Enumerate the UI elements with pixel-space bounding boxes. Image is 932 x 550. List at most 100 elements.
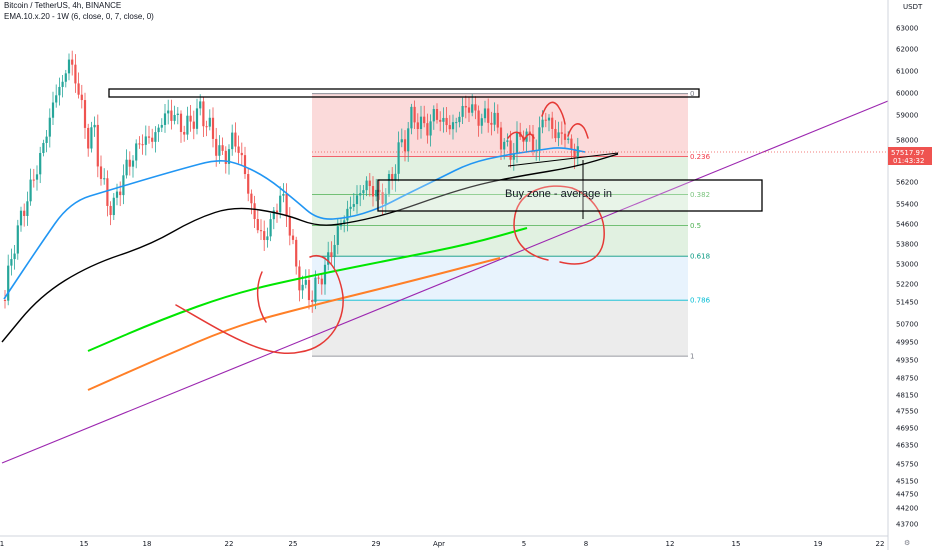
date-tick-label: 29	[372, 540, 381, 548]
candle	[298, 260, 300, 301]
price-tick-label: 62000	[896, 46, 918, 54]
price-tick-label: 59000	[896, 112, 918, 120]
candle	[257, 209, 259, 233]
candle	[273, 207, 275, 229]
candle	[106, 170, 108, 216]
price-axis[interactable]: 6300062000610006000059000580005700056200…	[888, 0, 918, 550]
price-tick-label: 56200	[896, 179, 918, 187]
candle	[81, 85, 83, 109]
price-tick-label: 46950	[896, 425, 918, 433]
candle	[212, 107, 214, 147]
date-tick-label: 5	[522, 540, 526, 548]
candle	[222, 137, 224, 155]
price-tick-label: 44750	[896, 491, 918, 499]
candle	[33, 169, 35, 188]
candle	[10, 249, 12, 276]
candle	[7, 255, 9, 306]
price-tick-label: 58000	[896, 137, 918, 145]
candle	[138, 136, 140, 149]
candle	[308, 269, 310, 309]
price-tick-label: 48150	[896, 392, 918, 400]
candle	[241, 143, 243, 166]
candle	[135, 139, 137, 168]
candle	[225, 146, 227, 173]
date-tick-label: 22	[225, 540, 234, 548]
buy-zone-label: Buy zone - average in	[505, 188, 612, 200]
price-tick-label: 46350	[896, 442, 918, 450]
candle	[62, 75, 64, 97]
current-price-label: 57517.97	[891, 149, 924, 157]
candle	[167, 100, 169, 125]
date-tick-label: 12	[666, 540, 675, 548]
candle	[190, 105, 192, 132]
fib-level-label: 0.618	[690, 253, 710, 261]
price-tick-label: 47550	[896, 408, 918, 416]
price-tick-label: 48750	[896, 375, 918, 383]
date-tick-label: 1	[0, 540, 4, 548]
price-tick-label: 49950	[896, 339, 918, 347]
candle	[292, 229, 294, 244]
time-axis[interactable]: 1 15 18 22 25 29 Apr 5 8 12 15 19 22	[0, 536, 888, 548]
candle	[206, 121, 208, 136]
candle	[26, 192, 28, 226]
date-tick-label: 15	[80, 540, 89, 548]
date-tick-label: 18	[143, 540, 152, 548]
candle	[305, 269, 307, 288]
candle	[68, 54, 70, 81]
fib-level-label: 0.236	[690, 153, 711, 161]
candle	[244, 147, 246, 179]
candle	[228, 144, 230, 174]
candle	[202, 97, 204, 137]
candle	[71, 51, 73, 76]
candle	[30, 169, 32, 206]
fib-zone	[312, 225, 688, 256]
candle	[94, 117, 96, 137]
price-tick-label: 60000	[896, 90, 918, 98]
candle	[52, 92, 54, 125]
candle	[302, 276, 304, 299]
price-tick-label: 44200	[896, 505, 918, 513]
candle	[36, 165, 38, 190]
candle	[286, 183, 288, 227]
candle	[180, 110, 182, 142]
candle	[170, 100, 172, 130]
candle	[14, 245, 16, 270]
candle	[234, 122, 236, 152]
candle	[49, 108, 51, 147]
candle	[90, 122, 92, 153]
candle	[238, 136, 240, 164]
candle	[55, 84, 57, 107]
candle	[282, 183, 284, 202]
candle	[122, 164, 124, 204]
price-tick-label: 50700	[896, 321, 918, 329]
gear-icon[interactable]: ⚙	[904, 539, 910, 547]
candle	[132, 155, 134, 178]
candle	[161, 118, 163, 132]
candle	[247, 169, 249, 201]
fib-level-label: 1	[690, 353, 694, 361]
candle	[20, 207, 22, 232]
candle	[39, 147, 41, 183]
price-tick-label: 53800	[896, 241, 918, 249]
candle	[209, 109, 211, 130]
candle	[218, 135, 220, 164]
candle	[183, 126, 185, 142]
date-tick-label: 8	[584, 540, 588, 548]
date-tick-label: 22	[876, 540, 885, 548]
candle	[196, 99, 198, 135]
candle	[97, 115, 99, 178]
candle	[74, 54, 76, 93]
candle	[23, 204, 25, 227]
candle	[289, 207, 291, 245]
candle	[270, 213, 272, 241]
price-tick-label: 63000	[896, 25, 918, 33]
candle	[145, 126, 147, 156]
price-tick-label: 51450	[896, 299, 918, 307]
candle	[151, 129, 153, 148]
price-tick-label: 45750	[896, 461, 918, 469]
candle	[65, 70, 67, 87]
candle	[295, 237, 297, 275]
candle	[148, 126, 150, 144]
candle	[42, 140, 44, 157]
